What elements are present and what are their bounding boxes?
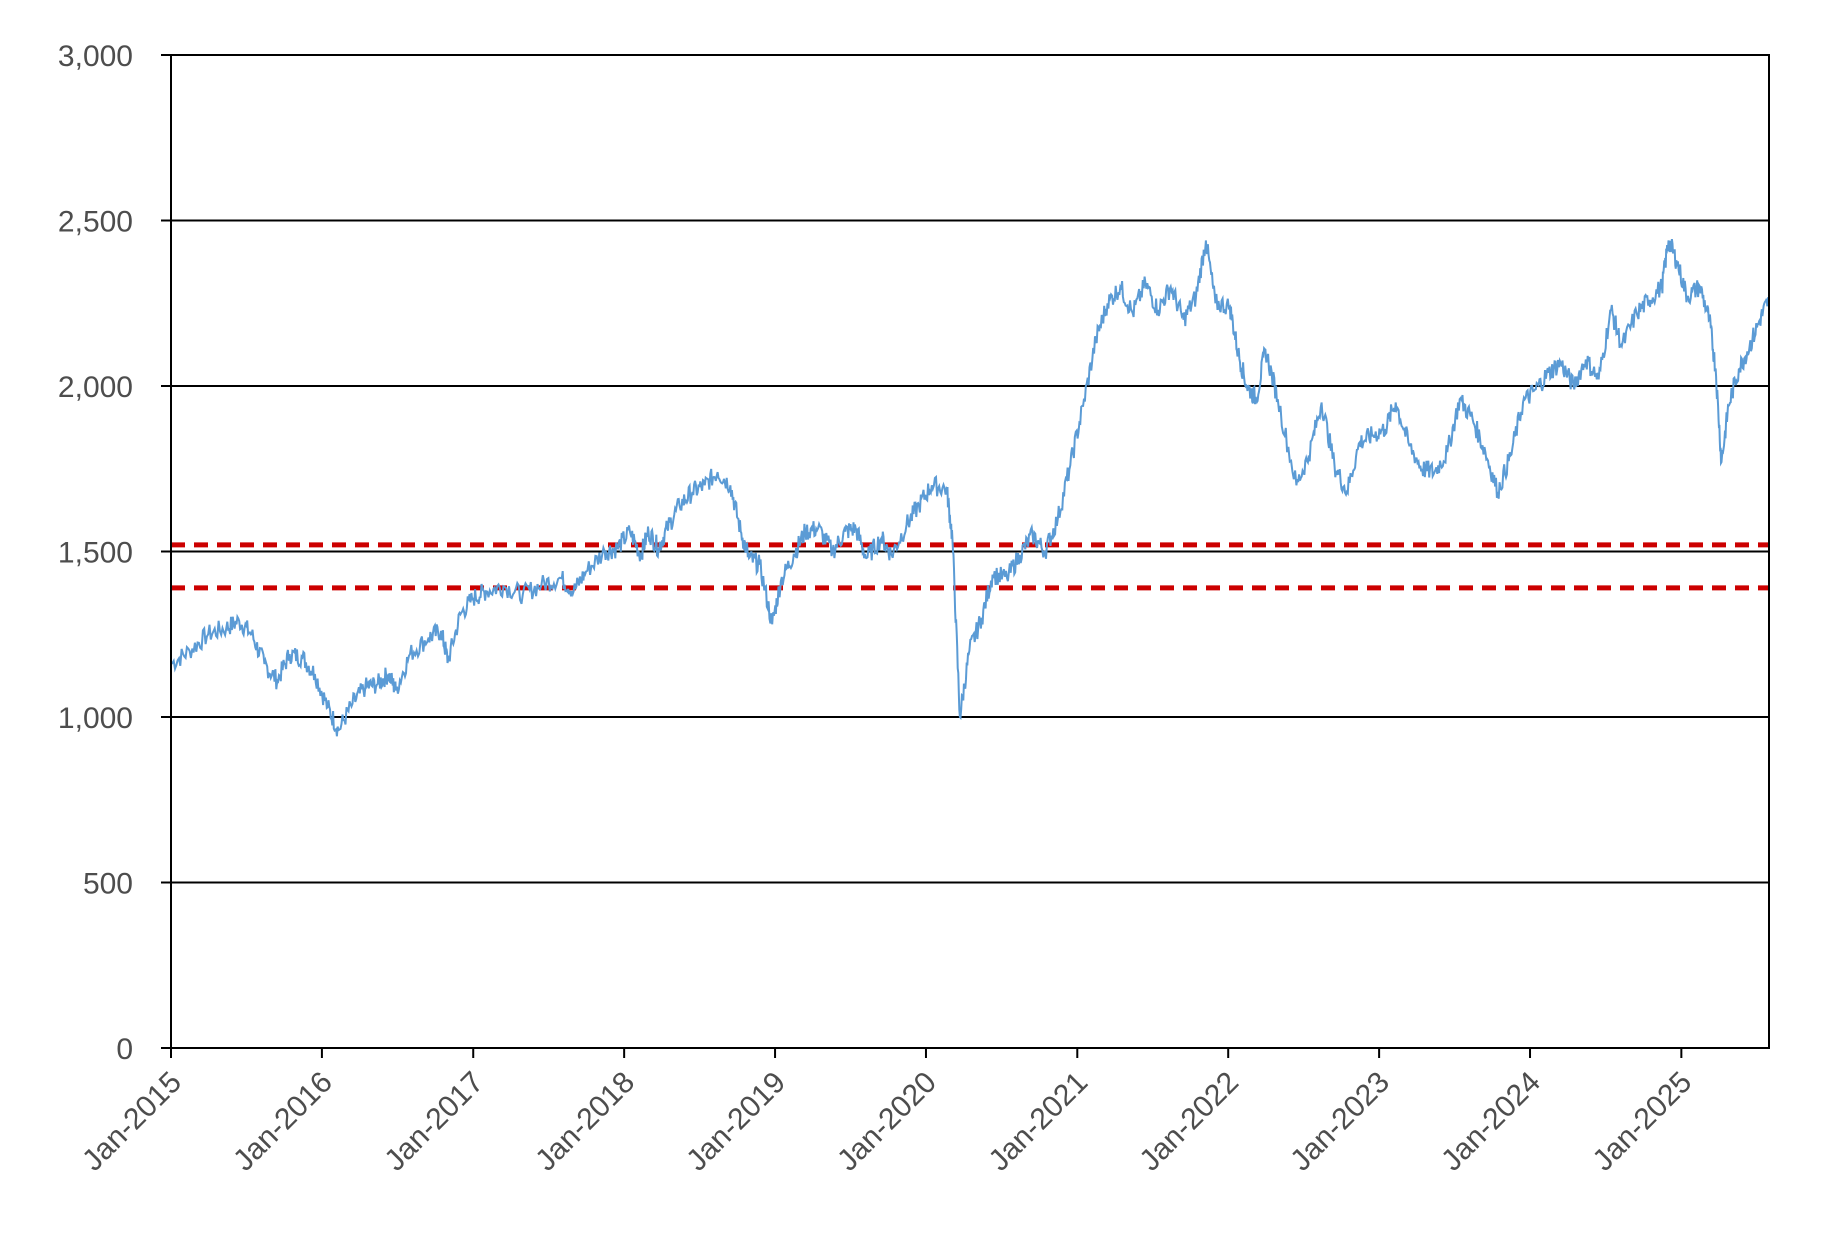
x-tick-label: Jan-2023 bbox=[1284, 1066, 1396, 1178]
x-tick-label: Jan-2020 bbox=[831, 1066, 943, 1178]
x-tick-label: Jan-2016 bbox=[227, 1066, 339, 1178]
x-tick-label: Jan-2022 bbox=[1133, 1066, 1245, 1178]
x-tick-label: Jan-2015 bbox=[76, 1066, 188, 1178]
x-tick-label: Jan-2017 bbox=[378, 1066, 490, 1178]
x-tick-label: Jan-2021 bbox=[982, 1066, 1094, 1178]
y-tick-label: 0 bbox=[116, 1033, 133, 1066]
y-tick-label: 2,000 bbox=[58, 371, 133, 404]
y-tick-label: 3,000 bbox=[58, 40, 133, 73]
series-line bbox=[170, 238, 1770, 737]
x-tick-label: Jan-2025 bbox=[1586, 1066, 1698, 1178]
y-axis-ticks: 0 500 1,000 1,500 2,000 2,500 3,000 bbox=[58, 40, 171, 1066]
x-tick-label: Jan-2024 bbox=[1435, 1066, 1547, 1178]
y-tick-label: 500 bbox=[83, 868, 133, 901]
reference-lines bbox=[171, 542, 1769, 591]
gridlines bbox=[171, 54, 1769, 1049]
x-tick-label: Jan-2018 bbox=[529, 1066, 641, 1178]
x-tick-label: Jan-2019 bbox=[680, 1066, 792, 1178]
y-tick-label: 1,500 bbox=[58, 537, 133, 570]
x-axis-ticks: Jan-2015 Jan-2016 Jan-2017 Jan-2018 Jan-2019… bbox=[76, 1048, 1698, 1177]
y-tick-label: 2,500 bbox=[58, 206, 133, 239]
y-tick-label: 1,000 bbox=[58, 702, 133, 735]
